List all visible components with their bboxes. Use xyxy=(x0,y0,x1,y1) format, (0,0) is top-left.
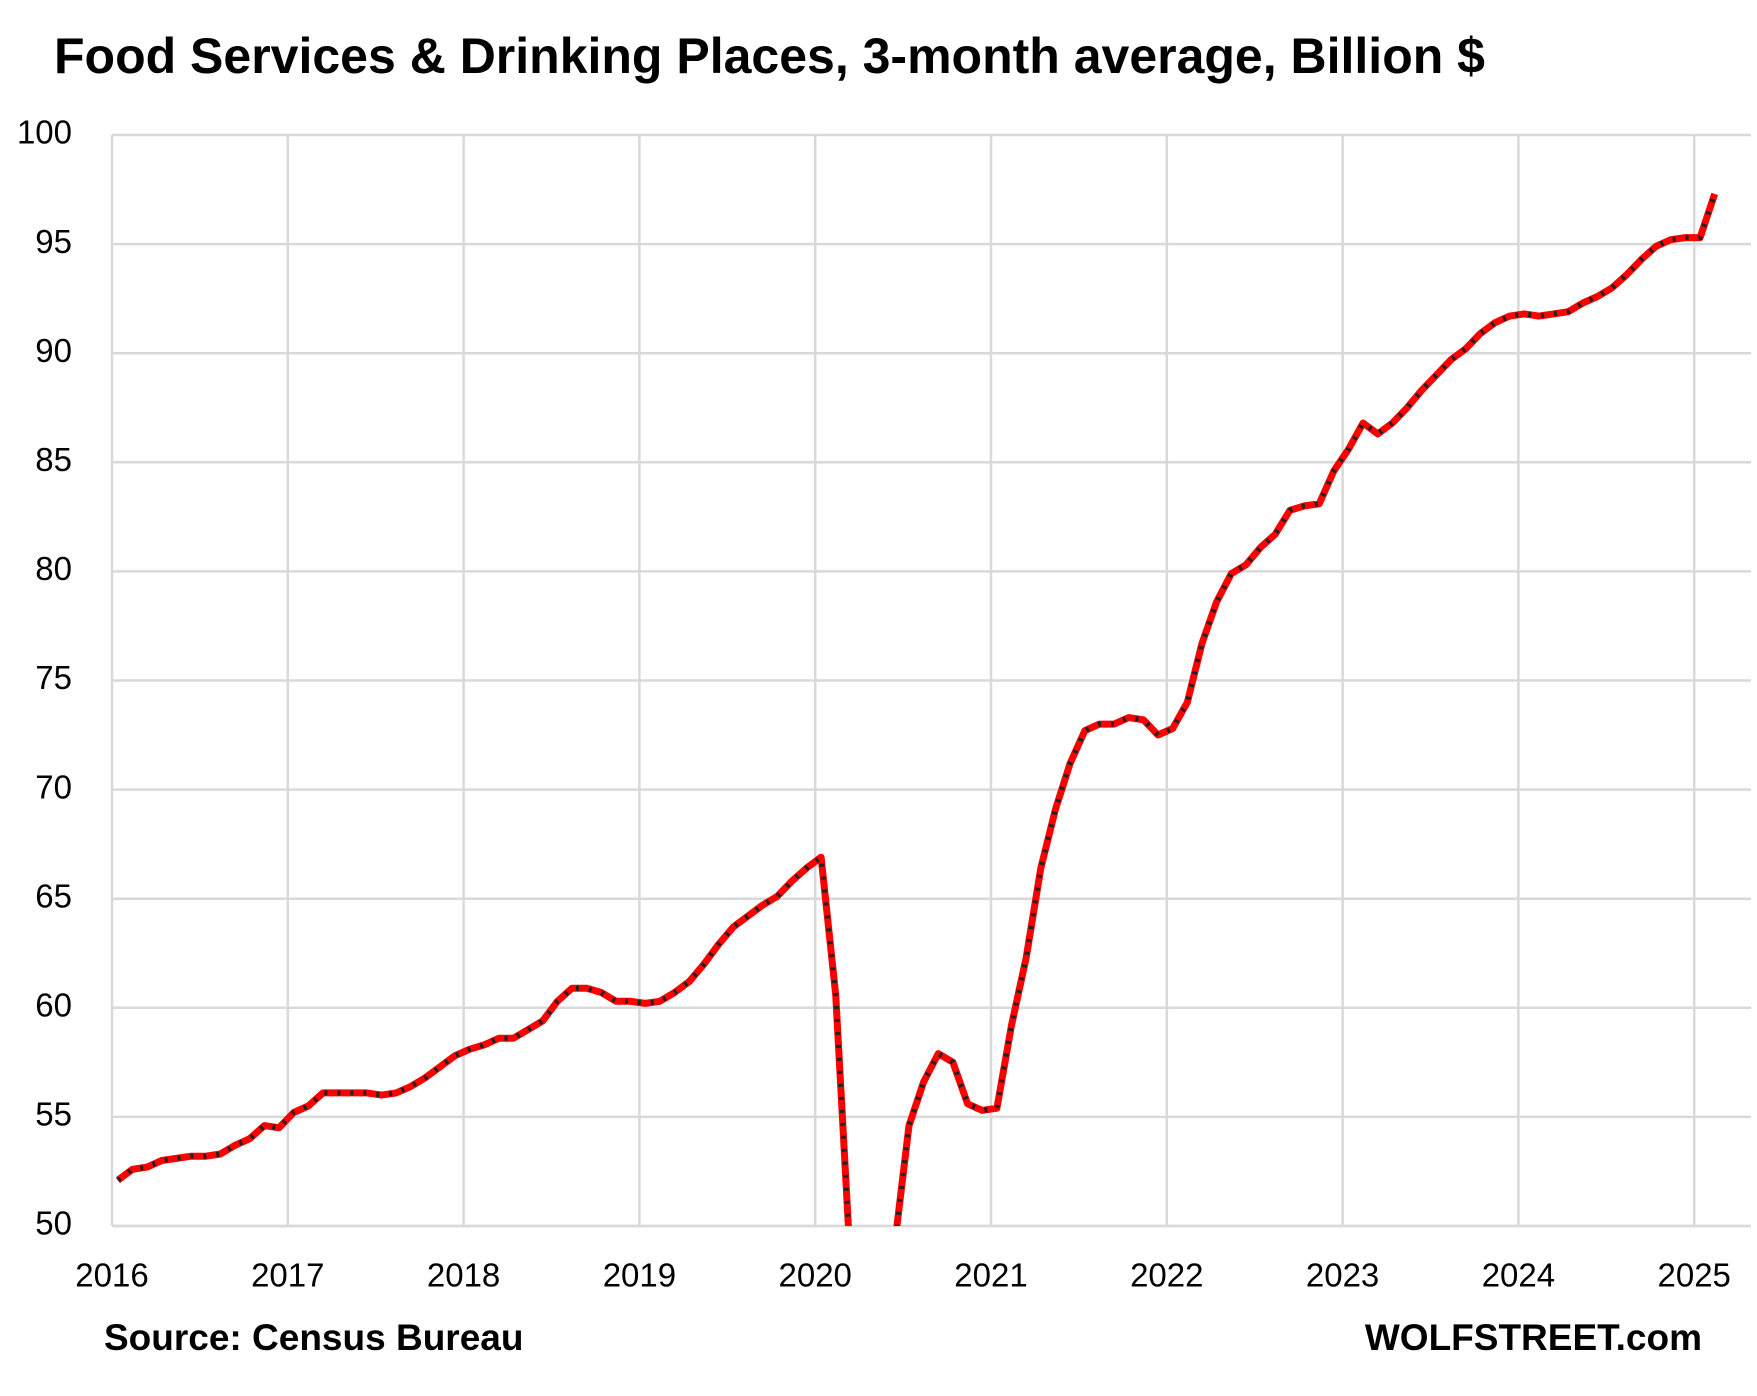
x-tick-label: 2017 xyxy=(251,1257,324,1294)
y-tick-label: 60 xyxy=(35,987,72,1024)
y-tick-label: 80 xyxy=(35,550,72,587)
brand: WOLFSTREET.com xyxy=(1365,1317,1702,1358)
y-tick-label: 90 xyxy=(35,332,72,369)
y-tick-label: 85 xyxy=(35,441,72,478)
x-tick-label: 2016 xyxy=(75,1257,148,1294)
x-tick-label: 2018 xyxy=(427,1257,500,1294)
y-tick-label: 50 xyxy=(35,1205,72,1242)
x-tick-label: 2021 xyxy=(954,1257,1027,1294)
x-tick-label: 2024 xyxy=(1482,1257,1555,1294)
source: Source: Census Bureau xyxy=(104,1317,523,1358)
y-tick-label: 65 xyxy=(35,877,72,914)
series-markers xyxy=(116,193,1718,1226)
x-tick-label: 2022 xyxy=(1130,1257,1203,1294)
x-tick-label: 2023 xyxy=(1306,1257,1379,1294)
x-tick-label: 2019 xyxy=(603,1257,676,1294)
y-tick-label: 95 xyxy=(35,223,72,260)
y-tick-label: 100 xyxy=(17,114,72,151)
y-tick-label: 55 xyxy=(35,1096,72,1133)
x-tick-label: 2020 xyxy=(778,1257,851,1294)
series-line xyxy=(115,192,1719,1226)
x-tick-label: 2025 xyxy=(1657,1257,1730,1294)
chart-title: Food Services & Drinking Places, 3-month… xyxy=(54,28,1485,84)
y-tick-label: 75 xyxy=(35,659,72,696)
y-tick-label: 70 xyxy=(35,768,72,805)
